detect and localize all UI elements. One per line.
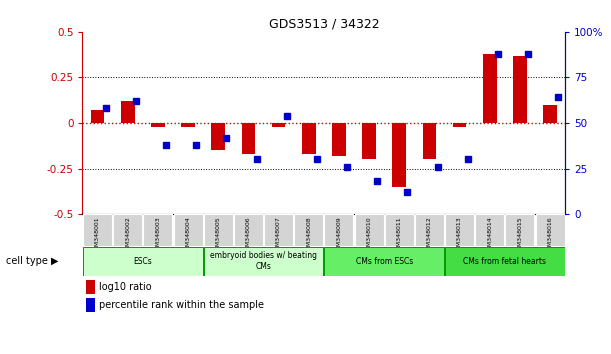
Bar: [203, 214, 233, 246]
Bar: [211, 123, 225, 150]
Text: percentile rank within the sample: percentile rank within the sample: [99, 300, 264, 310]
Text: GSM348006: GSM348006: [246, 217, 251, 254]
Text: ESCs: ESCs: [133, 257, 152, 266]
Bar: [362, 123, 376, 159]
Bar: [513, 56, 527, 123]
Bar: [295, 214, 323, 246]
Bar: [264, 214, 293, 246]
Bar: [151, 123, 165, 127]
Bar: [445, 214, 474, 246]
Bar: [302, 123, 315, 154]
Bar: [543, 105, 557, 123]
Bar: [392, 123, 406, 187]
Text: GSM348011: GSM348011: [397, 217, 402, 254]
Bar: [505, 214, 535, 246]
Bar: [86, 280, 95, 294]
Text: GSM348001: GSM348001: [95, 217, 100, 254]
Bar: [113, 214, 142, 246]
Bar: [91, 110, 104, 123]
Text: GSM348014: GSM348014: [487, 217, 492, 255]
Bar: [354, 214, 384, 246]
Text: GSM348016: GSM348016: [547, 217, 552, 254]
Bar: [203, 247, 323, 275]
Bar: [423, 123, 436, 159]
Bar: [144, 214, 172, 246]
Text: embryoid bodies w/ beating
CMs: embryoid bodies w/ beating CMs: [210, 251, 317, 271]
Bar: [272, 123, 285, 127]
Text: GSM348013: GSM348013: [457, 217, 462, 255]
Bar: [234, 214, 263, 246]
Bar: [332, 123, 346, 156]
Text: GSM348012: GSM348012: [427, 217, 432, 255]
Bar: [181, 123, 195, 127]
Text: CMs from ESCs: CMs from ESCs: [356, 257, 413, 266]
Bar: [83, 247, 203, 275]
Bar: [483, 54, 497, 123]
Bar: [241, 123, 255, 154]
Text: GSM348010: GSM348010: [367, 217, 371, 254]
Bar: [324, 247, 444, 275]
Bar: [324, 214, 353, 246]
Text: cell type ▶: cell type ▶: [6, 256, 59, 266]
Text: GSM348015: GSM348015: [518, 217, 522, 254]
Bar: [415, 214, 444, 246]
Bar: [86, 298, 95, 312]
Text: GSM348002: GSM348002: [125, 217, 130, 255]
Bar: [475, 214, 504, 246]
Bar: [453, 123, 466, 127]
Text: GSM348007: GSM348007: [276, 217, 281, 255]
Bar: [83, 214, 112, 246]
Text: log10 ratio: log10 ratio: [99, 282, 152, 292]
Text: GSM348004: GSM348004: [186, 217, 191, 255]
Title: GDS3513 / 34322: GDS3513 / 34322: [268, 18, 379, 31]
Text: GSM348003: GSM348003: [155, 217, 161, 255]
Text: GSM348009: GSM348009: [337, 217, 342, 255]
Text: CMs from fetal hearts: CMs from fetal hearts: [463, 257, 546, 266]
Bar: [174, 214, 203, 246]
Bar: [445, 247, 565, 275]
Bar: [536, 214, 565, 246]
Bar: [121, 101, 134, 123]
Text: GSM348008: GSM348008: [306, 217, 311, 254]
Text: GSM348005: GSM348005: [216, 217, 221, 254]
Bar: [385, 214, 414, 246]
